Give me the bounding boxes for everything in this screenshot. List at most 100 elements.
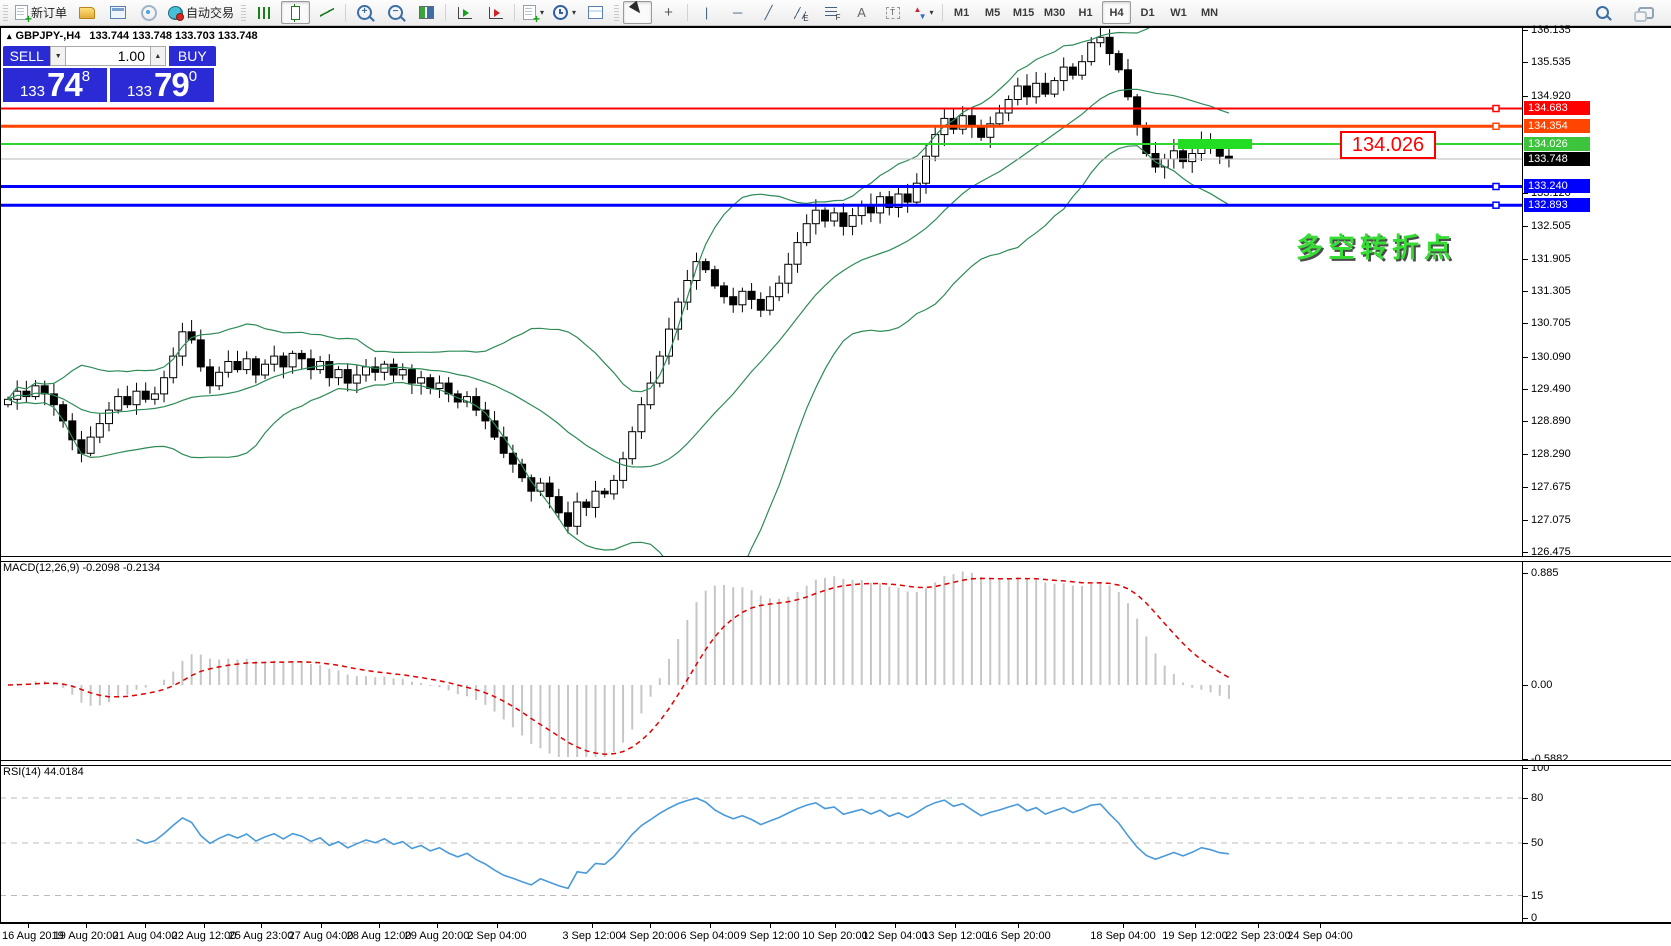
- horizontal-line-icon: ─: [732, 5, 743, 20]
- macd-chart[interactable]: [0, 560, 1522, 760]
- zoom-out-button[interactable]: −: [381, 1, 410, 24]
- sell-price-button[interactable]: 133 74 8: [3, 68, 107, 102]
- price-axis[interactable]: 136.135 135.535 134.920 133.120 132.505 131.9…: [1522, 24, 1671, 924]
- zoom-in-button[interactable]: +: [350, 1, 379, 24]
- timeframe-button-H1[interactable]: H1: [1071, 1, 1100, 24]
- buy-price-big: 79: [153, 66, 190, 103]
- main-toolbar: 新订单 自动交易 + − ▾ ▾ + | ─ ╱ A T ▾ M1 M5 M15 M3…: [0, 0, 1671, 26]
- time-axis-label: 4 Sep 20:00: [620, 930, 680, 942]
- buy-price-pip: 0: [188, 68, 198, 85]
- template-icon: [588, 6, 604, 19]
- time-axis-label: 22 Aug 12:00: [171, 930, 237, 942]
- time-axis-label: 9 Sep 12:00: [740, 930, 800, 942]
- time-axis[interactable]: 16 Aug 2019 19 Aug 20:00 21 Aug 04:00 22 Au…: [0, 924, 1671, 946]
- main-chart-pane[interactable]: ▴ GBPJPY-,H4 133.744 133.748 133.703 133.…: [0, 26, 1522, 556]
- trendline-icon: ╱: [764, 5, 773, 20]
- pane-splitter[interactable]: [0, 556, 1671, 562]
- time-axis-label: 16 Aug 2019: [2, 930, 64, 942]
- rsi-pane[interactable]: RSI(14) 44.0184: [0, 764, 1522, 922]
- tile-windows-icon: [419, 6, 435, 19]
- time-axis-label: 13 Sep 12:00: [922, 930, 988, 942]
- crosshair-button[interactable]: +: [654, 1, 683, 24]
- signals-button[interactable]: [134, 1, 163, 24]
- line-chart-button[interactable]: [312, 1, 341, 24]
- turning-point-annotation[interactable]: 多空转折点: [1296, 233, 1456, 263]
- timeframe-button-D1[interactable]: D1: [1133, 1, 1162, 24]
- line-chart-icon: [319, 7, 334, 18]
- volume-increase-button[interactable]: ▲: [150, 46, 166, 66]
- timeframe-button-M1[interactable]: M1: [947, 1, 976, 24]
- timeframe-button-M15[interactable]: M15: [1009, 1, 1038, 24]
- vertical-line-button[interactable]: |: [692, 1, 721, 24]
- trendline-button[interactable]: ╱: [754, 1, 783, 24]
- periods-button[interactable]: ▾: [550, 1, 579, 24]
- macd-pane[interactable]: MACD(12,26,9) -0.2098 -0.2134: [0, 560, 1522, 760]
- search-button[interactable]: [1588, 1, 1617, 24]
- dropdown-caret-icon: ▾: [540, 8, 545, 17]
- time-axis-label: 3 Sep 12:00: [562, 930, 622, 942]
- templates-button[interactable]: [581, 1, 610, 24]
- sell-button[interactable]: SELL: [3, 46, 51, 66]
- book-icon: [78, 6, 95, 19]
- chart-bottom-frame: [0, 922, 1671, 924]
- time-axis-label: 28 Aug 12:00: [346, 930, 412, 942]
- new-order-icon: [15, 5, 32, 25]
- text-label-button[interactable]: T: [878, 1, 907, 24]
- arrows-button[interactable]: ▾: [909, 1, 938, 24]
- chart-shift-button[interactable]: [481, 1, 510, 24]
- tile-windows-button[interactable]: [412, 1, 441, 24]
- timeframe-label: D1: [1140, 6, 1155, 19]
- price-level-badge: 134.026: [1524, 137, 1590, 151]
- timeframe-button-H4[interactable]: H4: [1102, 1, 1132, 24]
- chat-button[interactable]: [1631, 1, 1660, 24]
- text-icon: A: [857, 5, 866, 20]
- chart-left-frame: [0, 26, 1, 924]
- buy-price-button[interactable]: 133 79 0: [110, 68, 214, 102]
- price-level-badge: 134.354: [1524, 119, 1590, 133]
- equidistant-channel-button[interactable]: [785, 1, 814, 24]
- toolbar-grip: [241, 4, 247, 21]
- timeframe-toolbar: M1 M5 M15 M30 H1 H4 D1 W1 MN: [946, 1, 1225, 24]
- timeframe-button-M30[interactable]: M30: [1040, 1, 1069, 24]
- new-chart-button[interactable]: [103, 1, 132, 24]
- price-annotation-box[interactable]: 134.026: [1340, 130, 1436, 159]
- time-axis-label: 10 Sep 20:00: [802, 930, 868, 942]
- timeframe-label: W1: [1170, 6, 1187, 19]
- text-button[interactable]: A: [847, 1, 876, 24]
- buy-button[interactable]: BUY: [168, 46, 216, 66]
- timeframe-button-M5[interactable]: M5: [978, 1, 1007, 24]
- fibonacci-button[interactable]: [816, 1, 845, 24]
- market-depth-button[interactable]: [72, 1, 101, 24]
- clock-icon: [553, 5, 569, 20]
- dropdown-caret-icon: ▾: [572, 8, 577, 17]
- pane-splitter[interactable]: [0, 760, 1671, 766]
- timeframe-button-W1[interactable]: W1: [1164, 1, 1193, 24]
- auto-scroll-button[interactable]: [450, 1, 479, 24]
- volume-input[interactable]: [66, 46, 150, 66]
- price-level-badge: 133.240: [1524, 179, 1590, 193]
- autotrading-icon: [168, 5, 185, 21]
- rsi-chart[interactable]: [0, 764, 1522, 922]
- signal-icon: [140, 4, 157, 21]
- sell-price-prefix: 133: [19, 83, 45, 100]
- autotrading-button[interactable]: 自动交易: [165, 1, 237, 24]
- chat-icon: [1633, 6, 1654, 22]
- collapse-icon[interactable]: ▴: [7, 31, 12, 41]
- volume-decrease-button[interactable]: ▼: [50, 46, 66, 66]
- symbol-info-bar[interactable]: ▴ GBPJPY-,H4 133.744 133.748 133.703 133.…: [7, 30, 258, 42]
- volume-decrease-icon: ▼: [54, 52, 62, 60]
- chart-top-frame: [0, 26, 1671, 28]
- price-level-badge: 132.893: [1524, 198, 1590, 212]
- indicators-button[interactable]: ▾: [519, 1, 548, 25]
- timeframe-label: M15: [1012, 6, 1035, 19]
- candlestick-chart-button[interactable]: [281, 1, 311, 24]
- timeframe-button-MN[interactable]: MN: [1195, 1, 1224, 24]
- candlestick-chart[interactable]: [0, 26, 1522, 556]
- bar-chart-button[interactable]: [250, 1, 279, 24]
- toolbar-right-icons: [1587, 1, 1671, 24]
- channel-icon: [793, 6, 809, 23]
- horizontal-line-button[interactable]: ─: [723, 1, 752, 24]
- macd-label: MACD(12,26,9) -0.2098 -0.2134: [3, 562, 161, 574]
- new-order-button[interactable]: 新订单: [12, 1, 70, 25]
- cursor-button[interactable]: [623, 0, 653, 24]
